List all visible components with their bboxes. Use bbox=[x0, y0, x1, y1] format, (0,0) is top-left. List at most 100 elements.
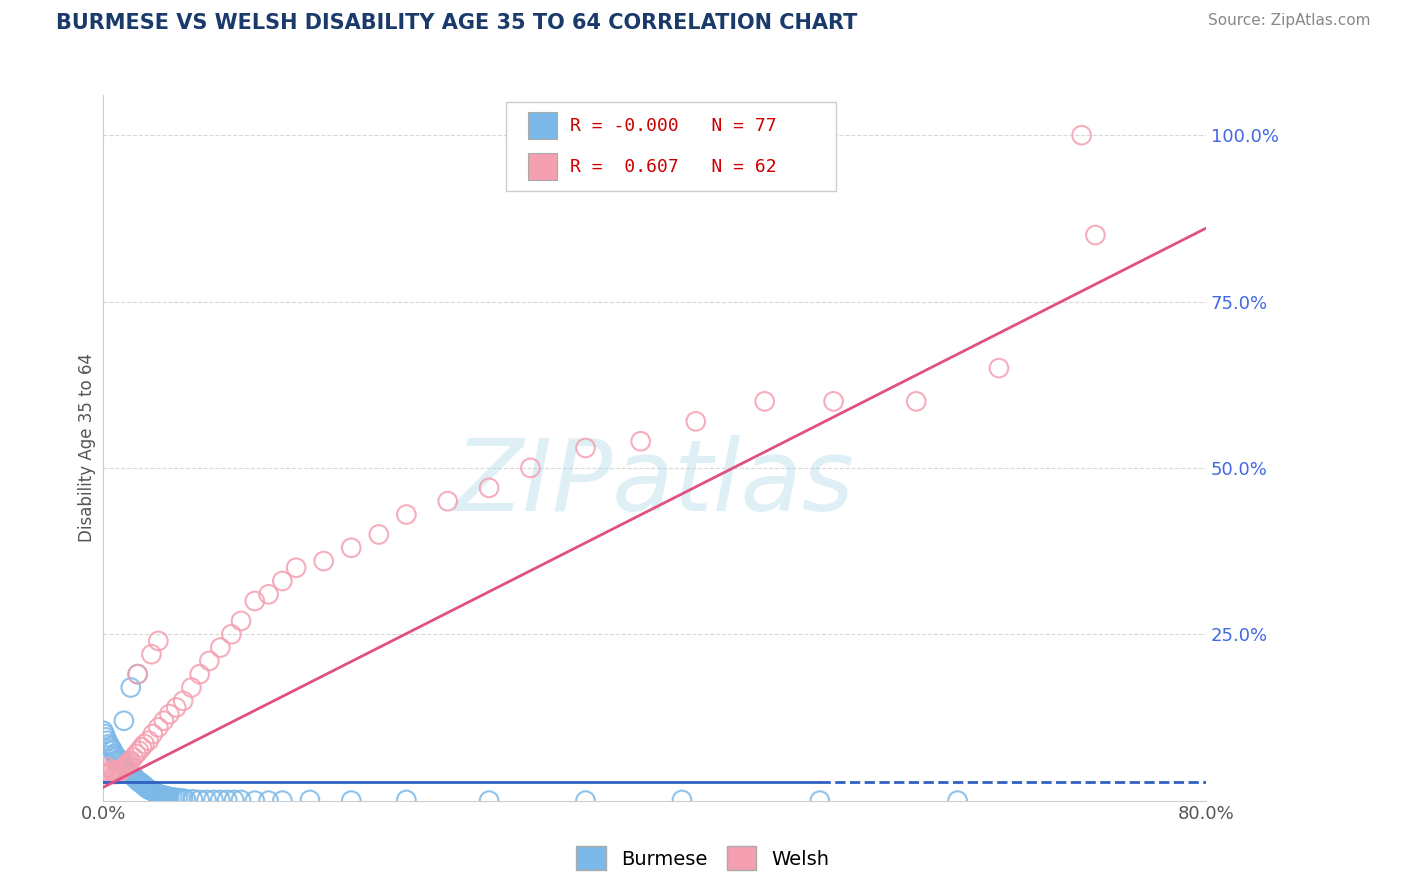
Point bbox=[98, 767, 121, 781]
Point bbox=[108, 754, 131, 768]
Point bbox=[148, 634, 170, 648]
Point bbox=[115, 762, 138, 776]
Point bbox=[127, 667, 149, 681]
Text: R =  0.607   N = 62: R = 0.607 N = 62 bbox=[571, 158, 778, 176]
Point bbox=[114, 760, 136, 774]
Point bbox=[104, 748, 127, 763]
Point bbox=[209, 793, 232, 807]
Point bbox=[257, 794, 280, 808]
Point bbox=[101, 764, 124, 778]
Point bbox=[134, 779, 156, 793]
Point bbox=[285, 560, 308, 574]
Point bbox=[142, 727, 165, 741]
Point bbox=[136, 781, 159, 796]
Point bbox=[98, 739, 121, 753]
Point bbox=[117, 756, 139, 771]
Point bbox=[395, 508, 418, 522]
Point bbox=[172, 694, 194, 708]
Point bbox=[271, 574, 294, 588]
Point bbox=[125, 747, 148, 761]
Point bbox=[100, 741, 122, 756]
Point bbox=[141, 783, 163, 797]
Point bbox=[367, 527, 389, 541]
Text: Source: ZipAtlas.com: Source: ZipAtlas.com bbox=[1208, 13, 1371, 29]
Point bbox=[124, 771, 146, 785]
Point bbox=[340, 541, 363, 555]
Point bbox=[1070, 128, 1092, 143]
Point bbox=[104, 765, 127, 780]
Point bbox=[110, 763, 132, 777]
Point bbox=[160, 790, 183, 805]
Point bbox=[138, 782, 160, 797]
Point bbox=[229, 793, 252, 807]
Point bbox=[574, 794, 596, 808]
Point bbox=[169, 791, 191, 805]
Point bbox=[271, 794, 294, 808]
Point bbox=[671, 793, 693, 807]
Point bbox=[93, 767, 115, 781]
Point bbox=[105, 750, 128, 764]
Point bbox=[128, 744, 150, 758]
Legend: Burmese, Welsh: Burmese, Welsh bbox=[568, 838, 838, 878]
Point bbox=[149, 788, 172, 802]
Point bbox=[153, 789, 176, 803]
Point bbox=[111, 757, 134, 772]
Point bbox=[209, 640, 232, 655]
Point bbox=[574, 441, 596, 455]
Point bbox=[987, 361, 1010, 376]
Point bbox=[155, 789, 177, 804]
Point bbox=[91, 767, 114, 781]
Point bbox=[195, 793, 218, 807]
Point bbox=[118, 764, 141, 779]
Point bbox=[120, 767, 142, 781]
Point bbox=[131, 777, 153, 791]
Point bbox=[148, 720, 170, 734]
Point bbox=[145, 786, 167, 800]
Point bbox=[96, 760, 118, 774]
Point bbox=[150, 789, 173, 803]
FancyBboxPatch shape bbox=[506, 103, 837, 191]
Point bbox=[125, 772, 148, 787]
Point bbox=[107, 752, 129, 766]
Point bbox=[202, 793, 225, 807]
Point bbox=[91, 723, 114, 738]
Point bbox=[143, 785, 166, 799]
Point bbox=[905, 394, 928, 409]
Point bbox=[139, 783, 162, 797]
Point bbox=[111, 762, 134, 776]
Point bbox=[946, 794, 969, 808]
Point bbox=[172, 791, 194, 805]
Point bbox=[128, 775, 150, 789]
Point bbox=[97, 767, 120, 781]
Point bbox=[141, 647, 163, 661]
Point bbox=[198, 654, 221, 668]
Point bbox=[134, 737, 156, 751]
Point bbox=[808, 794, 831, 808]
Point bbox=[157, 790, 180, 805]
Point bbox=[519, 461, 541, 475]
Point bbox=[112, 760, 135, 774]
Point bbox=[117, 764, 139, 778]
Point bbox=[243, 794, 266, 808]
FancyBboxPatch shape bbox=[527, 153, 557, 180]
Point bbox=[163, 791, 186, 805]
Point bbox=[312, 554, 335, 568]
Point bbox=[166, 791, 188, 805]
Point bbox=[1084, 227, 1107, 242]
Point bbox=[100, 764, 122, 778]
Point bbox=[103, 767, 125, 781]
Point bbox=[155, 789, 177, 803]
Point bbox=[129, 775, 152, 789]
Point bbox=[298, 793, 321, 807]
Point bbox=[630, 434, 652, 449]
Point bbox=[478, 794, 501, 808]
Point bbox=[122, 750, 145, 764]
Point bbox=[754, 394, 776, 409]
Point bbox=[120, 681, 142, 695]
Text: R = -0.000   N = 77: R = -0.000 N = 77 bbox=[571, 117, 778, 135]
Point bbox=[152, 789, 174, 803]
Point bbox=[257, 587, 280, 601]
Point bbox=[224, 793, 246, 807]
Point bbox=[118, 755, 141, 769]
Point bbox=[174, 792, 197, 806]
